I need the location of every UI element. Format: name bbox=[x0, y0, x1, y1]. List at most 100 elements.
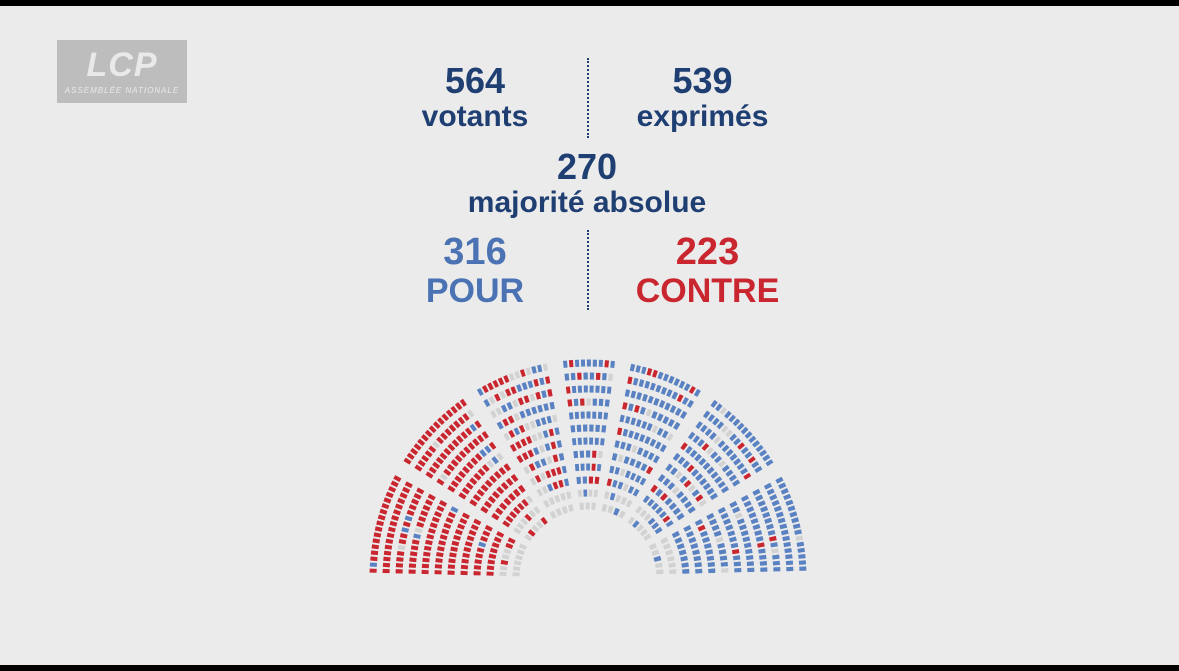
hemicycle-seat bbox=[505, 515, 514, 523]
hemicycle-seat bbox=[752, 440, 760, 448]
hemicycle-seat bbox=[694, 518, 703, 526]
hemicycle-seat bbox=[371, 544, 380, 550]
hemicycle-seat bbox=[513, 527, 522, 535]
hemicycle-seat bbox=[459, 398, 467, 407]
hemicycle-seat bbox=[472, 438, 480, 447]
hemicycle-seat bbox=[424, 499, 434, 506]
hemicycle-seat bbox=[651, 522, 660, 530]
hemicycle-seat bbox=[495, 507, 504, 516]
hemicycle-seat bbox=[742, 536, 751, 543]
hemicycle-seat bbox=[629, 458, 636, 467]
hemicycle-seat bbox=[466, 461, 474, 470]
hemicycle-seat bbox=[770, 542, 778, 548]
hemicycle-seat bbox=[680, 442, 688, 451]
hemicycle-seat bbox=[713, 530, 722, 537]
hemicycle-seat bbox=[388, 486, 397, 493]
hemicycle-seat bbox=[635, 419, 642, 428]
hemicycle-seat bbox=[730, 542, 739, 549]
hemicycle-seat bbox=[486, 565, 495, 571]
hemicycle-seat bbox=[494, 393, 501, 402]
hemicycle-seat bbox=[750, 517, 759, 525]
hemicycle-seat bbox=[746, 506, 755, 513]
hemicycle-seat bbox=[450, 405, 458, 414]
hemicycle-seat bbox=[561, 505, 568, 514]
hemicycle-seat bbox=[455, 435, 464, 444]
hemicycle-seat bbox=[516, 454, 524, 464]
hemicycle-seat bbox=[738, 524, 747, 531]
hemicycle-seat bbox=[438, 500, 448, 507]
majorite-value: 270 bbox=[556, 146, 618, 187]
hemicycle-seat bbox=[634, 460, 642, 469]
hemicycle-seat bbox=[632, 520, 640, 529]
hemicycle-seat bbox=[628, 430, 634, 439]
hemicycle-seat bbox=[724, 410, 732, 419]
hemicycle-seat bbox=[503, 432, 511, 441]
hemicycle-seat bbox=[502, 418, 510, 427]
hemicycle-seat bbox=[734, 512, 743, 519]
hemicycle-seat bbox=[785, 499, 794, 506]
hemicycle-seat bbox=[794, 529, 802, 535]
hemicycle-seat bbox=[496, 486, 505, 495]
hemicycle-seat bbox=[450, 459, 459, 467]
hemicycle-seat bbox=[496, 421, 504, 430]
hemicycle-seat bbox=[691, 468, 699, 477]
hemicycle-seat bbox=[508, 373, 515, 381]
hemicycle-seat bbox=[531, 366, 537, 374]
hemicycle-seat bbox=[690, 543, 699, 550]
hemicycle-seat bbox=[627, 485, 635, 494]
hemicycle-seat bbox=[699, 530, 708, 538]
hemicycle-seat bbox=[627, 376, 633, 385]
hemicycle-seat bbox=[631, 445, 638, 454]
hemicycle-seat bbox=[493, 470, 502, 479]
hemicycle-seat bbox=[402, 521, 411, 528]
hemicycle-seat bbox=[698, 457, 707, 466]
hemicycle-seat bbox=[672, 507, 681, 516]
hemicycle-seat bbox=[515, 554, 523, 561]
hemicycle-seat bbox=[711, 524, 720, 532]
hemicycle-seat bbox=[688, 536, 697, 544]
hemicycle-seat bbox=[491, 490, 501, 499]
hemicycle-seat bbox=[473, 472, 482, 481]
hemicycle-seat bbox=[639, 509, 648, 518]
hemicycle-seat bbox=[630, 417, 637, 426]
hemicycle-seat bbox=[558, 479, 564, 488]
hemicycle-seat bbox=[474, 420, 482, 429]
hemicycle-seat bbox=[644, 380, 651, 389]
hemicycle-seat bbox=[538, 444, 546, 453]
hemicycle-seat bbox=[683, 500, 693, 509]
hemicycle-seat bbox=[687, 431, 696, 440]
hemicycle-seat bbox=[534, 474, 542, 483]
hemicycle-seat bbox=[706, 466, 715, 475]
hemicycle-seat bbox=[601, 503, 608, 512]
hemicycle-seat bbox=[431, 516, 440, 523]
hemicycle-seat bbox=[477, 468, 486, 477]
hemicycle-seat bbox=[466, 535, 475, 542]
hemicycle-seat bbox=[547, 389, 553, 397]
hemicycle-seat bbox=[620, 496, 628, 505]
hemicycle-seat bbox=[622, 428, 629, 437]
hemicycle-seat bbox=[666, 555, 675, 562]
hemicycle-seat bbox=[773, 505, 782, 512]
hemicycle-seat bbox=[548, 428, 555, 437]
hemicycle-seat bbox=[769, 494, 778, 501]
hemicycle-seat bbox=[679, 475, 688, 484]
hemicycle-seat bbox=[417, 438, 426, 447]
hemicycle-seat bbox=[381, 502, 390, 510]
hemicycle-seat bbox=[614, 440, 620, 449]
hemicycle-seat bbox=[491, 512, 500, 521]
hemicycle-seat bbox=[435, 558, 443, 563]
hemicycle-seat bbox=[525, 367, 532, 376]
hemicycle-seat bbox=[554, 494, 561, 503]
hemicycle-seat bbox=[502, 520, 511, 528]
hemicycle-seat bbox=[693, 555, 702, 562]
hemicycle-seat bbox=[420, 510, 429, 517]
hemicycle-seat bbox=[386, 532, 395, 539]
hemicycle-seat bbox=[500, 559, 509, 566]
hemicycle-seat bbox=[467, 409, 475, 418]
hemicycle-seat bbox=[775, 476, 784, 484]
hemicycle-seat bbox=[377, 514, 386, 521]
hemicycle-seat bbox=[698, 499, 707, 507]
hemicycle-seat bbox=[536, 488, 544, 497]
hemicycle-seat bbox=[681, 396, 689, 406]
